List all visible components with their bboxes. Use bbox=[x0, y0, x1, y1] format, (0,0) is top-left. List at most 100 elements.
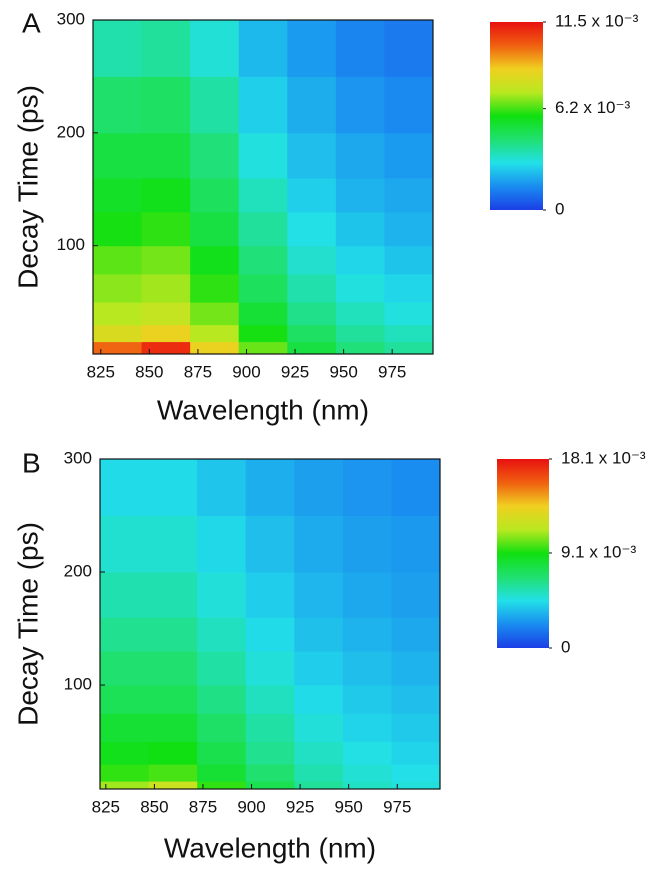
heatmap-cell bbox=[190, 324, 240, 343]
heatmap-cell bbox=[238, 341, 288, 355]
heatmap-cell bbox=[100, 617, 150, 652]
colorbar bbox=[497, 459, 549, 648]
x-tick-label: 850 bbox=[140, 797, 168, 816]
heatmap-cell bbox=[245, 741, 295, 765]
heatmap-cell bbox=[245, 459, 295, 517]
colorbar-tick-label: 0 bbox=[561, 637, 570, 656]
heatmap-cell bbox=[197, 617, 247, 652]
y-tick-label: 300 bbox=[64, 448, 92, 467]
colorbar-tick-label: 11.5 x 10⁻³ bbox=[555, 11, 639, 30]
x-tick-label: 950 bbox=[334, 797, 362, 816]
x-tick-label: 900 bbox=[237, 797, 265, 816]
colorbar-tick-label: 18.1 x 10⁻³ bbox=[561, 448, 646, 467]
heatmap-cell bbox=[197, 781, 247, 790]
heatmap-cell bbox=[197, 651, 247, 686]
heatmap-cell bbox=[335, 324, 385, 343]
heatmap-cell bbox=[148, 651, 198, 686]
heatmap-cell bbox=[141, 245, 191, 275]
heatmap-cell bbox=[342, 651, 392, 686]
heatmap-cell bbox=[342, 764, 392, 782]
heatmap-cell bbox=[384, 132, 434, 179]
heatmap-cell bbox=[190, 245, 240, 275]
panel-label: A bbox=[22, 7, 41, 38]
heatmap-cell bbox=[391, 713, 441, 743]
heatmap-cell bbox=[335, 20, 385, 77]
heatmap-cell bbox=[148, 713, 198, 743]
heatmap-cell bbox=[245, 781, 295, 790]
colorbar-tick-label: 9.1 x 10⁻³ bbox=[561, 542, 636, 561]
heatmap-cell bbox=[342, 515, 392, 573]
heatmap-cell bbox=[391, 741, 441, 765]
heatmap-cell bbox=[100, 764, 150, 782]
heatmap-cell bbox=[294, 764, 344, 782]
heatmap-cell bbox=[238, 273, 288, 303]
y-axis-label: Decay Time (ps) bbox=[12, 85, 43, 289]
x-tick-label: 925 bbox=[286, 797, 314, 816]
heatmap-cell bbox=[384, 245, 434, 275]
heatmap-cell bbox=[245, 572, 295, 618]
heatmap-cell bbox=[190, 273, 240, 303]
heatmap-cell bbox=[245, 515, 295, 573]
heatmap-cell bbox=[342, 741, 392, 765]
heatmap-cell bbox=[141, 132, 191, 179]
colorbar-tick-label: 0 bbox=[555, 199, 564, 218]
heatmap-cell bbox=[245, 713, 295, 743]
heatmap-cell bbox=[197, 713, 247, 743]
heatmap-cell bbox=[245, 685, 295, 714]
x-tick-label: 875 bbox=[184, 362, 212, 381]
heatmap-cell bbox=[245, 764, 295, 782]
panel-label: B bbox=[22, 447, 41, 478]
heatmap-cell bbox=[391, 764, 441, 782]
x-axis-label: Wavelength (nm) bbox=[164, 832, 376, 863]
heatmap-cell bbox=[238, 324, 288, 343]
heatmap-cell bbox=[238, 76, 288, 134]
heatmap-cell bbox=[335, 302, 385, 326]
heatmap-cell bbox=[100, 781, 150, 790]
heatmap-cell bbox=[197, 459, 247, 517]
heatmap-cell bbox=[148, 617, 198, 652]
heatmap-cell bbox=[335, 177, 385, 213]
heatmap-cell bbox=[238, 132, 288, 179]
y-tick-label: 100 bbox=[57, 235, 85, 254]
plot-frame bbox=[99, 458, 441, 790]
heatmap-cell bbox=[391, 651, 441, 686]
heatmap-cell bbox=[294, 651, 344, 686]
heatmap-cell bbox=[190, 302, 240, 326]
heatmap-cell bbox=[93, 20, 143, 77]
heatmap-cell bbox=[141, 341, 191, 355]
heatmap-cell bbox=[384, 324, 434, 343]
heatmap-cell bbox=[335, 211, 385, 247]
heatmap-cell bbox=[100, 515, 150, 573]
heatmap-cell bbox=[100, 713, 150, 743]
y-tick-label: 200 bbox=[57, 122, 85, 141]
x-tick-label: 850 bbox=[135, 362, 163, 381]
heatmap-cell bbox=[148, 781, 198, 790]
heatmap-cell bbox=[238, 177, 288, 213]
heatmap-cell bbox=[342, 572, 392, 618]
heatmap-cell bbox=[100, 685, 150, 714]
heatmap-cell bbox=[141, 177, 191, 213]
heatmap-cell bbox=[197, 764, 247, 782]
heatmap-cell bbox=[93, 341, 143, 355]
heatmap-cell bbox=[190, 341, 240, 355]
heatmap-cell bbox=[391, 572, 441, 618]
heatmap-cell bbox=[197, 741, 247, 765]
heatmap-cell bbox=[141, 324, 191, 343]
heatmap-cell bbox=[100, 741, 150, 765]
heatmap-cell bbox=[287, 302, 337, 326]
heatmap-cell bbox=[335, 341, 385, 355]
heatmap-cell bbox=[148, 685, 198, 714]
heatmap-cell bbox=[93, 177, 143, 213]
heatmap-cell bbox=[197, 515, 247, 573]
heatmap-cell bbox=[141, 76, 191, 134]
heatmap-cell bbox=[294, 781, 344, 790]
y-axis-label: Decay Time (ps) bbox=[12, 522, 43, 726]
heatmap-cell bbox=[238, 211, 288, 247]
heatmap-cell bbox=[141, 273, 191, 303]
heatmap-cell bbox=[287, 177, 337, 213]
heatmap-cell bbox=[287, 245, 337, 275]
heatmap-cell bbox=[384, 302, 434, 326]
heatmap-cell bbox=[190, 20, 240, 77]
heatmap-cell bbox=[197, 685, 247, 714]
x-tick-label: 975 bbox=[383, 797, 411, 816]
